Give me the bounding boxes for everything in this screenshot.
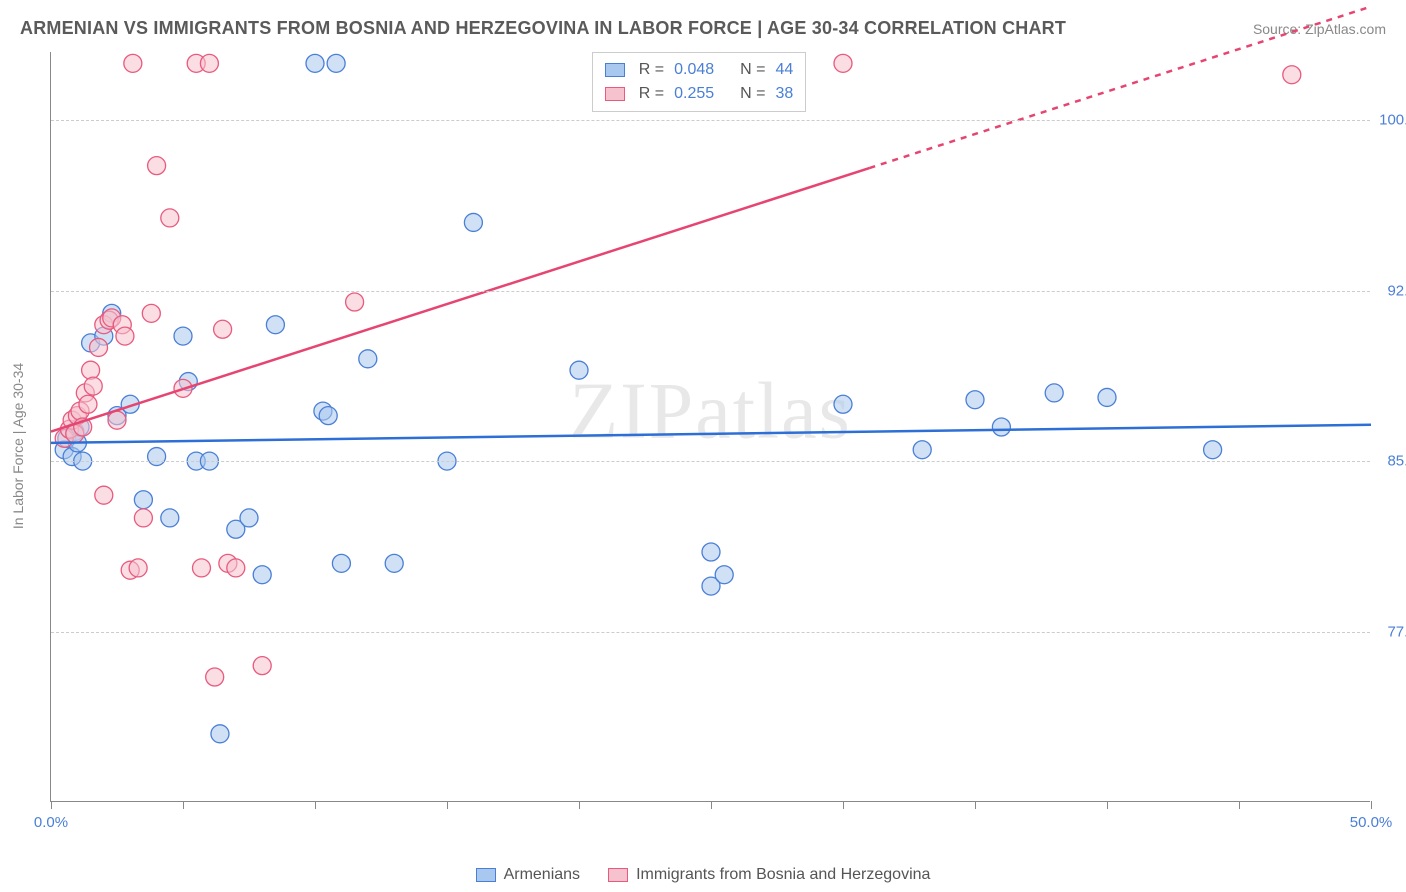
bosnia-point xyxy=(108,411,126,429)
r-label: R = xyxy=(639,82,664,106)
armenians-point xyxy=(266,316,284,334)
bosnia-point xyxy=(148,157,166,175)
x-tick xyxy=(447,801,448,809)
bosnia-point xyxy=(253,657,271,675)
y-tick-label: 77.5% xyxy=(1387,623,1406,640)
y-tick-label: 85.0% xyxy=(1387,453,1406,470)
bosnia-point xyxy=(134,509,152,527)
series-legend: Armenians Immigrants from Bosnia and Herz… xyxy=(0,866,1406,884)
legend-stat-row: R = 0.255 N = 38 xyxy=(605,82,794,106)
n-label: N = xyxy=(740,58,765,82)
x-tick xyxy=(1239,801,1240,809)
bosnia-point xyxy=(214,320,232,338)
bosnia-point xyxy=(82,361,100,379)
bosnia-point xyxy=(161,209,179,227)
y-tick-label: 92.5% xyxy=(1387,282,1406,299)
armenians-point xyxy=(306,54,324,72)
x-tick xyxy=(843,801,844,809)
armenians-point xyxy=(464,213,482,231)
x-tick xyxy=(51,801,52,809)
armenians-trendline xyxy=(51,425,1371,443)
gridline xyxy=(51,120,1370,121)
legend-swatch xyxy=(608,868,628,882)
bosnia-point xyxy=(1283,66,1301,84)
armenians-point xyxy=(327,54,345,72)
armenians-point xyxy=(359,350,377,368)
armenians-point xyxy=(385,554,403,572)
legend-label: Immigrants from Bosnia and Herzegovina xyxy=(636,866,930,884)
armenians-point xyxy=(319,407,337,425)
legend-swatch xyxy=(605,87,625,101)
x-tick xyxy=(579,801,580,809)
armenians-point xyxy=(1098,388,1116,406)
bosnia-point xyxy=(192,559,210,577)
r-label: R = xyxy=(639,58,664,82)
armenians-point xyxy=(174,327,192,345)
x-tick xyxy=(315,801,316,809)
legend-swatch xyxy=(476,868,496,882)
bosnia-trendline-solid xyxy=(51,168,869,432)
armenians-point xyxy=(966,391,984,409)
x-tick xyxy=(1371,801,1372,809)
armenians-point xyxy=(913,441,931,459)
armenians-point xyxy=(161,509,179,527)
bosnia-point xyxy=(227,559,245,577)
armenians-point xyxy=(134,491,152,509)
n-value: 44 xyxy=(776,58,794,82)
bosnia-point xyxy=(116,327,134,345)
x-tick xyxy=(1107,801,1108,809)
bosnia-point xyxy=(84,377,102,395)
bosnia-point xyxy=(142,304,160,322)
x-tick-label: 0.0% xyxy=(34,814,68,831)
bosnia-point xyxy=(346,293,364,311)
armenians-point xyxy=(992,418,1010,436)
n-value: 38 xyxy=(776,82,794,106)
bosnia-point xyxy=(90,338,108,356)
bosnia-point xyxy=(206,668,224,686)
gridline xyxy=(51,461,1370,462)
armenians-point xyxy=(253,566,271,584)
bosnia-point xyxy=(834,54,852,72)
armenians-point xyxy=(211,725,229,743)
correlation-legend: R = 0.048 N = 44 R = 0.255 N = 38 xyxy=(592,52,807,112)
armenians-point xyxy=(834,395,852,413)
gridline xyxy=(51,291,1370,292)
bosnia-point xyxy=(124,54,142,72)
legend-item: Immigrants from Bosnia and Herzegovina xyxy=(608,866,930,884)
r-value: 0.255 xyxy=(674,82,714,106)
n-label: N = xyxy=(740,82,765,106)
chart-title: ARMENIAN VS IMMIGRANTS FROM BOSNIA AND H… xyxy=(20,18,1066,39)
r-value: 0.048 xyxy=(674,58,714,82)
legend-swatch xyxy=(605,63,625,77)
armenians-point xyxy=(332,554,350,572)
armenians-point xyxy=(1045,384,1063,402)
x-tick xyxy=(975,801,976,809)
bosnia-point xyxy=(129,559,147,577)
chart-plot-area: ZIPatlas R =0.048N =44R =0.255N =38 77.5… xyxy=(50,52,1370,802)
bosnia-point xyxy=(79,395,97,413)
armenians-point xyxy=(1204,441,1222,459)
x-tick xyxy=(183,801,184,809)
armenians-point xyxy=(240,509,258,527)
y-axis-label: In Labor Force | Age 30-34 xyxy=(10,363,26,529)
armenians-point xyxy=(570,361,588,379)
gridline xyxy=(51,632,1370,633)
bosnia-point xyxy=(200,54,218,72)
scatter-svg xyxy=(51,52,1370,801)
legend-stat-row: R = 0.048 N = 44 xyxy=(605,58,794,82)
legend-label: Armenians xyxy=(504,866,580,884)
legend-item: Armenians xyxy=(476,866,580,884)
armenians-point xyxy=(148,448,166,466)
armenians-point xyxy=(715,566,733,584)
y-tick-label: 100.0% xyxy=(1379,112,1406,129)
x-tick xyxy=(711,801,712,809)
armenians-point xyxy=(702,543,720,561)
bosnia-point xyxy=(95,486,113,504)
x-tick-label: 50.0% xyxy=(1350,814,1393,831)
